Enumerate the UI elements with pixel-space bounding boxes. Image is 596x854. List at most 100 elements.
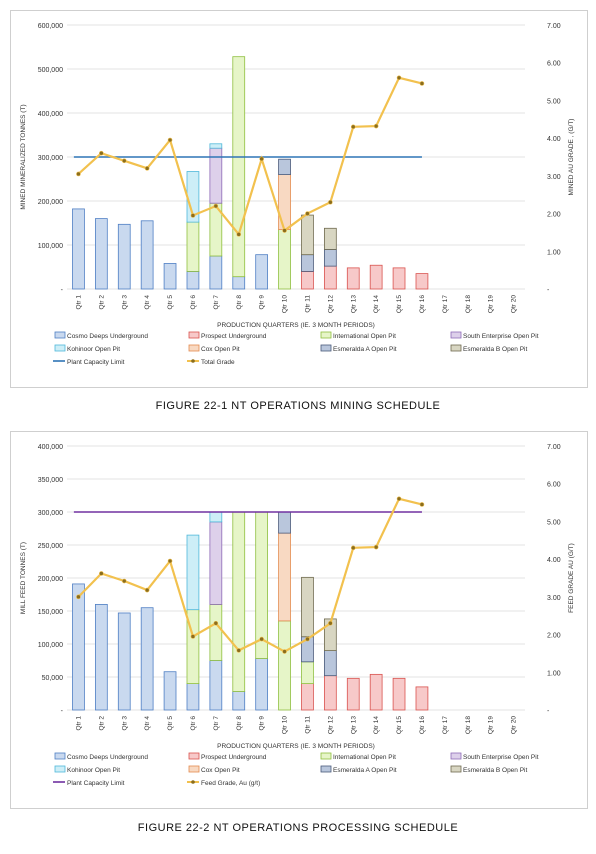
- bar-segment: [94, 603, 108, 711]
- grade-point: [328, 620, 333, 626]
- grade-point: [350, 124, 356, 130]
- grade-point: [236, 232, 242, 237]
- x-tick-label: Qtr 8: [236, 295, 243, 310]
- bar-segment: [209, 603, 223, 661]
- grade-point: [213, 620, 219, 626]
- bar-segment: [209, 660, 223, 711]
- grade-point: [190, 213, 196, 218]
- bar-segment: [209, 511, 223, 523]
- x-tick-label: Qtr 14: [373, 716, 380, 734]
- bar-segment: [346, 677, 360, 711]
- bar-segment: [278, 532, 291, 622]
- legend-swatch: [188, 765, 200, 773]
- bar-segment: [323, 265, 337, 290]
- y-tick-label: 300,000: [38, 155, 63, 162]
- grade-point: [167, 558, 173, 564]
- x-tick-label: Qtr 7: [213, 716, 220, 731]
- legend-label: Esmeralda B Open Pit: [463, 346, 528, 353]
- bar-segment: [323, 618, 337, 651]
- bar-segment: [392, 677, 406, 711]
- y-tick-label: 350,000: [38, 477, 63, 484]
- grade-point: [99, 571, 104, 576]
- bar-segment: [323, 227, 337, 250]
- grade-line: [77, 497, 423, 653]
- legend-swatch: [320, 331, 332, 339]
- legend-label: South Enterprise Open Pit: [463, 333, 539, 340]
- y2-tick-label: 3.00: [547, 174, 561, 181]
- grade-point: [76, 594, 81, 600]
- legend-label: Prospect Underground: [201, 333, 267, 340]
- bar-segment: [301, 270, 314, 290]
- y2-tick-label: 2.00: [547, 212, 561, 219]
- legend-label: Feed Grade, Au (g/t): [201, 780, 260, 787]
- y-tick-label: -: [61, 708, 64, 715]
- bar-segment: [72, 208, 85, 290]
- x-tick-label: Qtr 3: [121, 295, 128, 310]
- bar-segment: [346, 267, 360, 290]
- x-tick-label: Qtr 17: [442, 295, 449, 313]
- legend-label: Esmeralda A Open Pit: [333, 767, 397, 774]
- y2-axis-title: MINED AU GRADE , (G/T): [568, 119, 575, 196]
- y2-tick-label: 5.00: [547, 519, 561, 526]
- x-tick-label: Qtr 16: [419, 295, 426, 313]
- x-tick-label: Qtr 2: [98, 295, 105, 310]
- x-tick-label: Qtr 11: [304, 295, 311, 313]
- bar-segment: [186, 534, 200, 611]
- y2-tick-label: 1.00: [547, 670, 561, 677]
- y-tick-label: 400,000: [38, 111, 63, 118]
- grade-point: [396, 496, 402, 502]
- legend-swatch: [450, 344, 462, 352]
- x-axis-title: PRODUCTION QUARTERS (IE. 3 MONTH PERIODS…: [217, 743, 375, 750]
- y2-tick-label: 4.00: [547, 136, 561, 143]
- legend-label: Plant Capacity Limit: [67, 359, 125, 366]
- legend-label: International Open Pit: [333, 333, 396, 340]
- grade-point: [236, 648, 242, 653]
- y-tick-label: 50,000: [42, 675, 64, 682]
- legend-swatch: [54, 765, 66, 773]
- grade-point: [99, 150, 104, 156]
- bar-segment: [323, 650, 337, 677]
- bar-segment: [301, 683, 314, 711]
- grade-point: [419, 502, 425, 507]
- bar-segment: [186, 270, 200, 290]
- bar-segment: [186, 221, 200, 272]
- y2-tick-label: -: [547, 287, 550, 294]
- grade-point: [373, 544, 379, 550]
- y-tick-label: 200,000: [38, 576, 63, 583]
- x-tick-label: Qtr 1: [75, 716, 82, 731]
- legend-label: Cosmo Deeps Underground: [67, 333, 148, 340]
- grade-point: [305, 636, 310, 642]
- y2-tick-label: 1.00: [547, 249, 561, 256]
- bar-segment: [72, 583, 85, 711]
- legend-label: Esmeralda A Open Pit: [333, 346, 397, 353]
- bar-segment: [140, 220, 154, 290]
- y2-axis-title: FEED GRADE AU (G/T): [568, 543, 575, 613]
- figure-caption-processing: FIGURE 22-2 NT OPERATIONS PROCESSING SCH…: [137, 822, 459, 834]
- grade-point: [305, 211, 310, 216]
- grade-point: [419, 81, 425, 86]
- x-tick-label: Qtr 18: [465, 295, 472, 313]
- x-tick-label: Qtr 16: [419, 716, 426, 734]
- x-tick-label: Qtr 7: [213, 295, 220, 310]
- x-tick-label: Qtr 9: [259, 295, 266, 310]
- grade-point: [121, 578, 127, 584]
- legend-swatch: [188, 331, 200, 339]
- x-tick-label: Qtr 12: [327, 295, 334, 313]
- grade-point: [167, 137, 173, 143]
- bar-segment: [117, 223, 131, 290]
- legend-label: Kohinoor Open Pit: [67, 346, 120, 353]
- bar-segment: [369, 673, 383, 711]
- legend-swatch: [188, 752, 200, 760]
- y2-tick-label: 6.00: [547, 61, 561, 68]
- x-tick-label: Qtr 20: [511, 716, 518, 734]
- grade-point: [144, 587, 150, 593]
- bar-segment: [415, 686, 429, 711]
- bar-segment: [255, 658, 269, 711]
- legend-label: Cox Open Pit: [201, 346, 240, 353]
- bar-segment: [209, 143, 223, 149]
- y-tick-label: 400,000: [38, 444, 63, 451]
- x-tick-label: Qtr 5: [167, 716, 174, 731]
- bar-segment: [209, 521, 223, 605]
- y-tick-label: 100,000: [38, 642, 63, 649]
- legend-label: Cosmo Deeps Underground: [67, 754, 148, 761]
